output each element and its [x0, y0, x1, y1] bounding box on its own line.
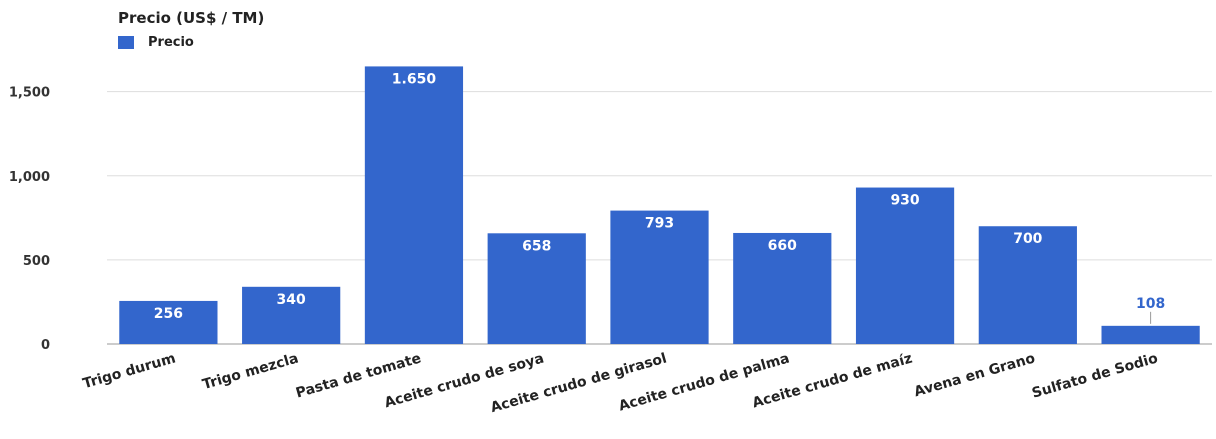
data-label: 256	[154, 306, 183, 322]
data-label: 930	[890, 193, 919, 209]
legend: Precio	[118, 35, 194, 50]
data-label: 660	[768, 238, 797, 254]
x-category-label: Trigo durum	[81, 350, 177, 392]
y-tick-label: 1,500	[9, 86, 50, 101]
x-category-label: Sulfato de Sodio	[1030, 350, 1160, 401]
y-tick-label: 1,000	[9, 170, 50, 185]
bar	[487, 233, 586, 344]
bar	[610, 210, 709, 344]
legend-label: Precio	[148, 35, 194, 50]
bar	[1101, 325, 1200, 344]
y-tick-label: 500	[23, 254, 50, 269]
bar	[364, 66, 464, 344]
x-category-label: Trigo mezcla	[201, 350, 301, 393]
data-labels: 256 340 1.650 658 793 660 930 700 108	[154, 71, 1165, 324]
data-label: 108	[1136, 296, 1165, 312]
y-tick-label: 0	[41, 338, 50, 353]
bar	[242, 286, 341, 344]
legend-swatch	[118, 36, 134, 49]
data-label: 340	[277, 292, 306, 308]
data-label: 793	[645, 216, 674, 232]
data-label: 700	[1013, 231, 1042, 247]
y-axis-ticks: 0 500 1,000 1,500	[9, 86, 50, 353]
data-label: 1.650	[392, 71, 437, 87]
bar	[733, 232, 832, 344]
x-category-label: Avena en Grano	[912, 350, 1037, 400]
bar	[978, 226, 1077, 344]
bar	[119, 300, 218, 344]
chart-title: Precio (US$ / TM)	[118, 9, 265, 27]
bars	[119, 66, 1200, 344]
bar	[855, 187, 955, 344]
data-label: 658	[522, 238, 551, 254]
